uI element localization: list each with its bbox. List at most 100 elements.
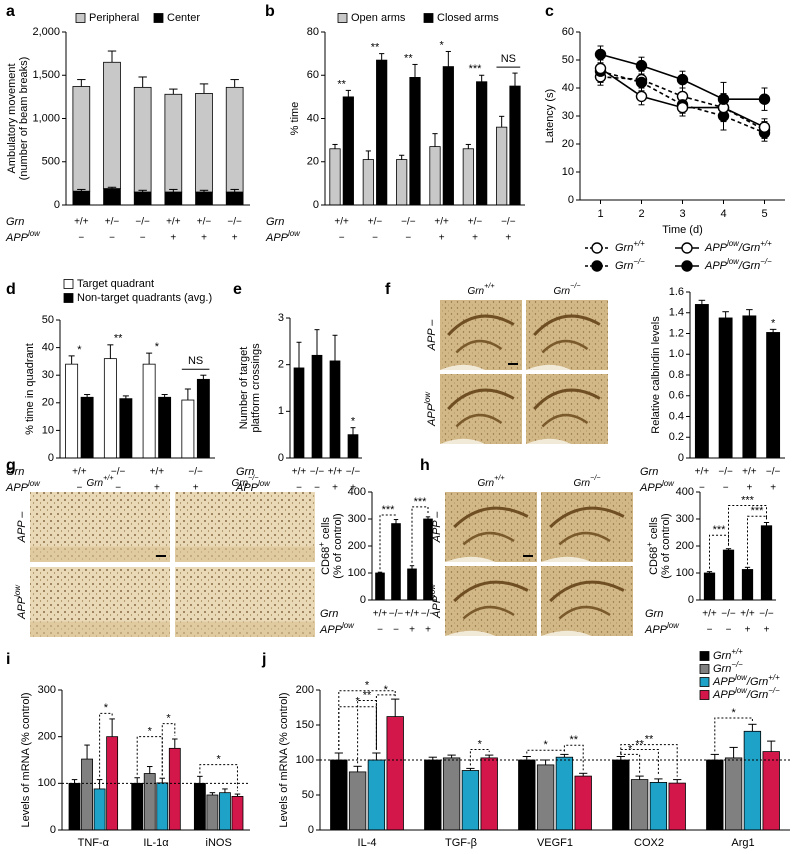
y-axis-label: (% of control) [660, 513, 672, 578]
comparison-label: * [365, 680, 370, 692]
y-tick-label: 0 [50, 824, 56, 836]
x-row-value: +/+ [702, 609, 717, 620]
y-tick-label: 1,000 [32, 112, 60, 124]
bar [694, 304, 709, 459]
legend-label: Center [167, 12, 200, 24]
legend-label: APPlow/Grn+/+ [712, 673, 780, 688]
legend-label: Closed arms [437, 12, 499, 24]
y-tick-label: 0 [278, 452, 284, 464]
x-row-label: Grn [640, 466, 658, 478]
micrograph-structure [462, 605, 515, 620]
micrograph [445, 492, 537, 562]
x-tick-label: 3 [679, 208, 685, 220]
image-row-label-part: APP – [16, 511, 28, 544]
x-row-label-part: low [662, 479, 675, 488]
x-row-value: −/− [718, 467, 733, 478]
x-tick-label: 4 [720, 208, 726, 220]
bar [330, 759, 348, 831]
bar [225, 191, 244, 206]
legend-swatch [423, 13, 434, 23]
significance-label: * [155, 341, 160, 353]
y-tick-label: 50 [562, 54, 574, 66]
bar [164, 93, 183, 193]
bar [329, 360, 341, 459]
bar [718, 317, 733, 459]
x-row-label-part: low [342, 621, 355, 630]
x-row-value: +/+ [150, 467, 165, 478]
y-tick-label: 1.6 [669, 286, 684, 298]
y-tick-label: 10 [562, 166, 574, 178]
bar [103, 188, 121, 206]
x-row-label-part: Grn [6, 216, 24, 228]
y-tick-label: 1.4 [669, 307, 684, 319]
y-tick-label: 0.4 [669, 410, 684, 422]
y-tick-label: 300 [348, 513, 366, 525]
bar [476, 81, 488, 206]
bar [156, 782, 169, 831]
micrograph-structure [541, 556, 592, 562]
bar [225, 86, 244, 193]
micrograph-structure [455, 339, 503, 354]
micrograph-structure [541, 339, 589, 354]
image-column-label: Grn+/+ [477, 473, 504, 488]
x-row-value: +/+ [72, 467, 87, 478]
x-row-value: − [78, 233, 84, 244]
y-tick-label: 30 [562, 110, 574, 122]
x-row-label: APPlow [5, 229, 41, 244]
comparison-label: ** [363, 689, 372, 701]
bar [555, 756, 574, 831]
image-row-label-part: APP [16, 596, 28, 620]
y-axis-label-part: cells [320, 517, 332, 543]
x-row-label-part: low [258, 479, 271, 488]
bar [742, 315, 757, 459]
x-row-label: Grn [6, 466, 24, 478]
x-tick-label: VEGF1 [537, 837, 573, 849]
legend-marker [681, 260, 693, 272]
y-tick-label: 1.2 [669, 327, 684, 339]
bar [219, 792, 231, 831]
bar [462, 148, 474, 206]
bar [72, 86, 91, 192]
y-tick-label: 50 [302, 789, 314, 801]
comparison-label: *** [414, 496, 428, 508]
x-row-value: −/− [135, 217, 150, 228]
legend-label: APPlow/Grn+/+ [704, 239, 772, 254]
bar [81, 758, 93, 831]
legend-label-part: Grn [615, 260, 633, 272]
y-tick-label: 0 [313, 199, 319, 211]
micrograph-structure [440, 364, 486, 370]
x-tick-label: COX2 [634, 837, 664, 849]
y-tick-label: 50 [42, 314, 54, 326]
legend-label-part: +/+ [768, 673, 780, 682]
legend-marker [591, 242, 603, 254]
micrograph-structure [549, 580, 625, 603]
x-row-value: +/+ [373, 609, 388, 620]
comparison-label: *** [382, 504, 396, 516]
legend-label: APPlow/Grn−/− [712, 686, 780, 701]
bar [195, 93, 213, 193]
x-row-value: + [764, 625, 770, 636]
bar [348, 771, 367, 831]
bar [612, 759, 630, 831]
legend-label-part: APP [712, 676, 736, 688]
bar [480, 757, 498, 831]
x-row-value: − [707, 625, 713, 636]
x-tick-label: IL-4 [358, 837, 377, 849]
x-row-label-part: Grn [6, 466, 24, 478]
bar [65, 363, 79, 459]
micrograph-layer [175, 621, 315, 637]
y-tick-label: 60 [307, 69, 319, 81]
legend-label-part: −/− [731, 660, 743, 669]
x-row-label-part: low [288, 229, 301, 238]
panel-letter: h [420, 457, 430, 474]
y-tick-label: 100 [38, 777, 56, 789]
marker [676, 101, 689, 114]
legend-label: Grn+/+ [713, 647, 743, 662]
micrograph-structure [453, 580, 529, 603]
panel-letter: g [6, 457, 16, 474]
bar [311, 354, 323, 459]
legend-marker [591, 260, 603, 272]
comparison-label: * [148, 726, 153, 738]
bar [133, 86, 152, 193]
y-tick-label: 200 [348, 540, 366, 552]
